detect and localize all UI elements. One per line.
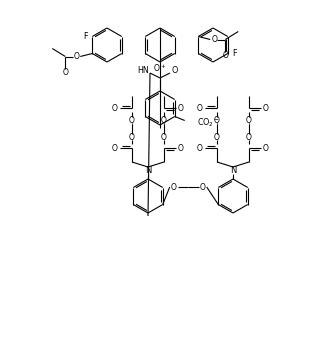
Text: O: O (197, 104, 203, 112)
Text: O$^+$: O$^+$ (153, 62, 167, 74)
Text: F: F (232, 49, 237, 58)
Text: O: O (161, 116, 167, 125)
Text: HN: HN (137, 65, 149, 75)
Text: O: O (197, 143, 203, 152)
Text: O: O (171, 183, 177, 192)
Text: O: O (200, 183, 206, 192)
Text: O: O (178, 143, 184, 152)
Text: O: O (246, 132, 252, 141)
Text: O: O (263, 143, 269, 152)
Text: O: O (178, 104, 184, 112)
Text: O: O (129, 116, 135, 125)
Text: O: O (62, 68, 68, 77)
Text: O: O (263, 104, 269, 112)
Text: O: O (214, 116, 220, 125)
Text: N: N (145, 165, 151, 174)
Text: O: O (246, 116, 252, 125)
Text: O: O (172, 65, 178, 75)
Text: CO$_2$$^-$: CO$_2$$^-$ (197, 116, 220, 129)
Text: N: N (230, 165, 236, 174)
Text: O: O (112, 104, 118, 112)
Text: O: O (222, 51, 228, 60)
Text: O: O (112, 143, 118, 152)
Text: O: O (161, 132, 167, 141)
Text: O: O (73, 52, 79, 61)
Text: O: O (129, 132, 135, 141)
Text: F: F (83, 32, 88, 41)
Text: O: O (214, 132, 220, 141)
Text: O: O (211, 35, 217, 44)
